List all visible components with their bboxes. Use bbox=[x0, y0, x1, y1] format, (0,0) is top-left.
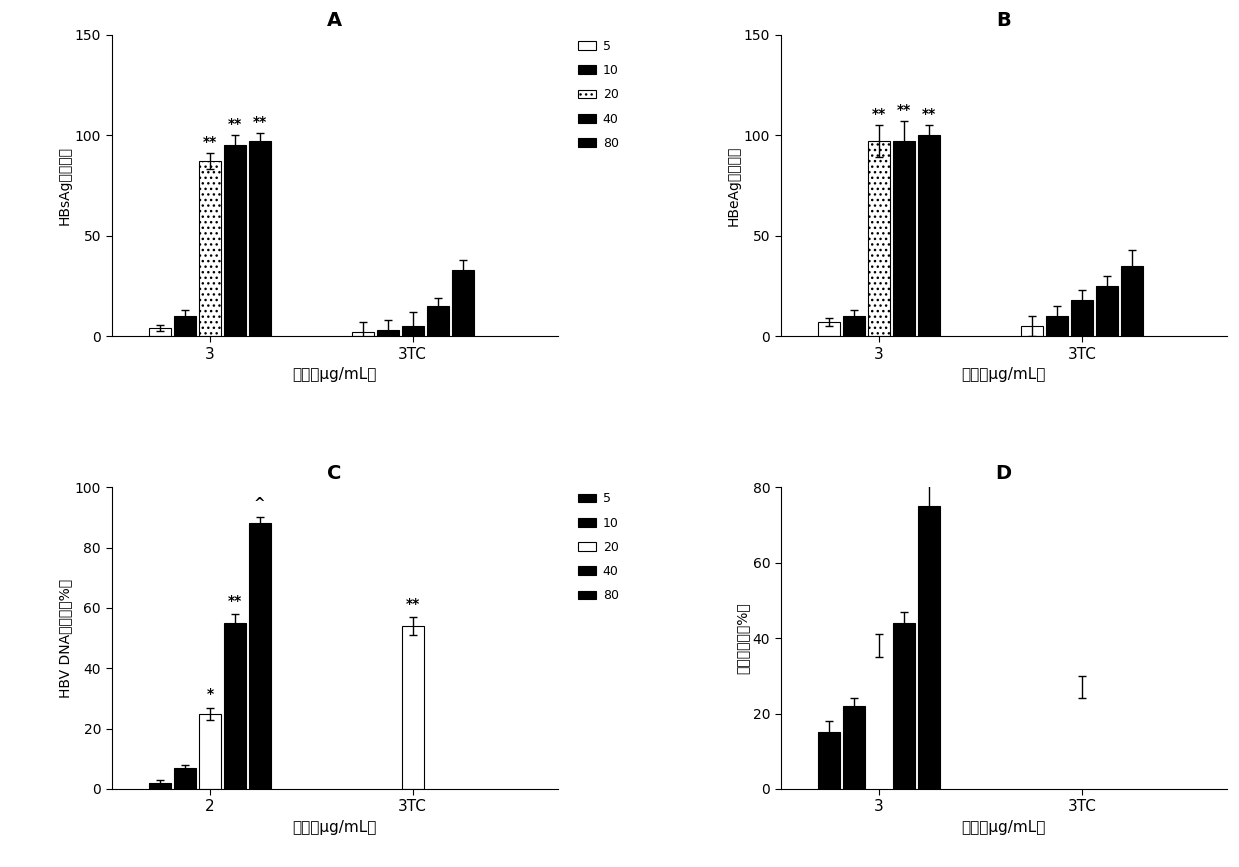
Title: D: D bbox=[995, 464, 1012, 483]
Bar bbox=[918, 506, 940, 789]
Bar bbox=[843, 706, 865, 789]
Bar bbox=[843, 316, 865, 336]
Y-axis label: HBsAg抑制率％: HBsAg抑制率％ bbox=[58, 146, 72, 225]
Bar bbox=[1070, 300, 1093, 336]
Bar bbox=[173, 316, 196, 336]
Text: **: ** bbox=[922, 108, 935, 121]
Bar bbox=[401, 326, 424, 336]
Y-axis label: 细胞死亡率（%）: 细胞死亡率（%） bbox=[736, 603, 750, 674]
Text: *: * bbox=[207, 688, 213, 701]
Bar bbox=[818, 323, 840, 336]
Bar bbox=[869, 141, 890, 336]
Bar bbox=[149, 329, 171, 336]
Y-axis label: HBV DNA抑制率（%）: HBV DNA抑制率（%） bbox=[58, 578, 72, 698]
Bar bbox=[426, 306, 449, 336]
Bar bbox=[352, 332, 374, 336]
Bar bbox=[401, 626, 424, 789]
Text: **: ** bbox=[228, 117, 242, 131]
Bar bbox=[1120, 266, 1142, 336]
Bar bbox=[1095, 286, 1118, 336]
Bar bbox=[1021, 326, 1043, 336]
Text: **: ** bbox=[203, 135, 217, 149]
Text: **: ** bbox=[872, 108, 886, 121]
X-axis label: 浓度（μg/mL）: 浓度（μg/mL） bbox=[292, 820, 377, 835]
Title: B: B bbox=[996, 11, 1011, 30]
X-axis label: 浓度（μg/mL）: 浓度（μg/mL） bbox=[961, 368, 1046, 382]
Bar bbox=[199, 161, 221, 336]
Text: **: ** bbox=[897, 103, 911, 117]
Bar bbox=[818, 733, 840, 789]
Bar bbox=[893, 623, 914, 789]
Bar bbox=[224, 146, 245, 336]
Bar bbox=[249, 524, 271, 789]
X-axis label: 浓度（μg/mL）: 浓度（μg/mL） bbox=[292, 368, 377, 382]
Bar bbox=[224, 623, 245, 789]
Text: **: ** bbox=[228, 594, 242, 608]
Bar bbox=[918, 135, 940, 336]
Bar bbox=[249, 141, 271, 336]
Y-axis label: HBeAg抑制率％: HBeAg抑制率％ bbox=[727, 146, 741, 225]
Text: ^: ^ bbox=[254, 498, 265, 512]
Title: A: A bbox=[327, 11, 342, 30]
Legend: 5, 10, 20, 40, 80: 5, 10, 20, 40, 80 bbox=[572, 35, 623, 155]
Bar bbox=[199, 714, 221, 789]
Bar bbox=[377, 330, 399, 336]
Bar bbox=[149, 783, 171, 789]
X-axis label: 浓度（μg/mL）: 浓度（μg/mL） bbox=[961, 820, 1046, 835]
Text: **: ** bbox=[405, 597, 420, 611]
Bar bbox=[893, 141, 914, 336]
Text: **: ** bbox=[253, 115, 266, 129]
Bar bbox=[1046, 316, 1068, 336]
Title: C: C bbox=[327, 464, 342, 483]
Bar bbox=[173, 768, 196, 789]
Bar bbox=[451, 270, 473, 336]
Legend: 5, 10, 20, 40, 80: 5, 10, 20, 40, 80 bbox=[572, 487, 623, 608]
